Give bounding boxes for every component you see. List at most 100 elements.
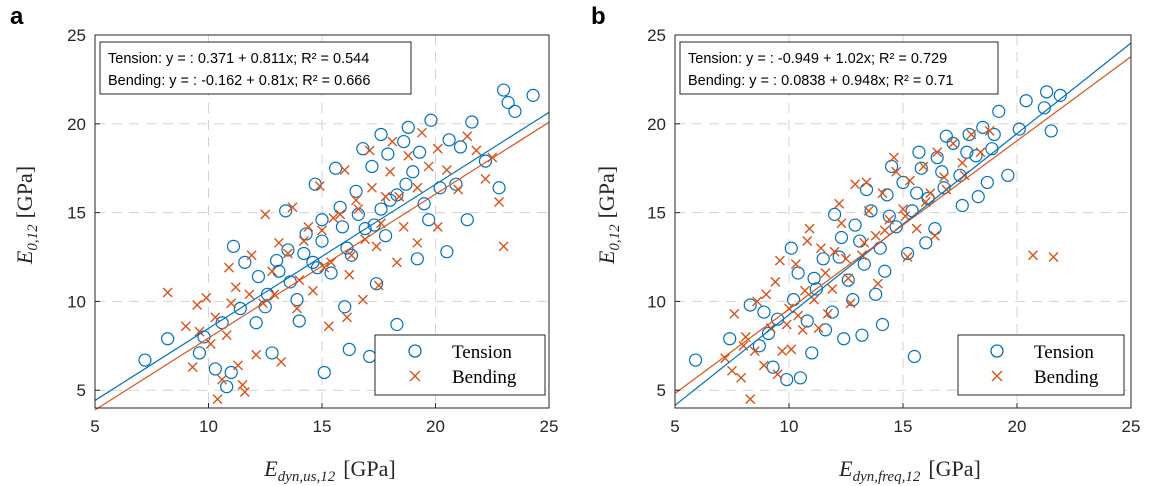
panel-a-legend: Tension Bending	[374, 334, 546, 396]
tension-point	[351, 207, 365, 221]
tension-point	[324, 266, 338, 280]
bending-point	[863, 205, 874, 216]
tension-point	[859, 182, 874, 197]
tension-point	[349, 184, 363, 198]
bending-point	[180, 321, 191, 332]
tension-fit-line	[94, 111, 550, 401]
bending-point	[902, 252, 913, 263]
tension-point	[793, 371, 808, 385]
bending-point	[920, 196, 931, 207]
tension-point	[335, 220, 350, 234]
panel-b-x-axis-label: Edyn,freq,12 [GPa]	[838, 456, 981, 485]
tension-point	[809, 282, 823, 296]
bending-point	[966, 129, 977, 140]
panel-b-annotation-box: Tension: y = : -0.949 + 1.02x; R² = 0.72…	[679, 41, 999, 95]
bending-point	[861, 177, 872, 188]
bending-point	[385, 166, 396, 177]
tension-point	[846, 293, 860, 307]
panel-a-y-label-sub: 0,12	[25, 224, 41, 251]
bending-point	[957, 157, 968, 168]
bending-point	[809, 294, 820, 305]
tension-fit-line	[674, 42, 1132, 406]
tension-point	[233, 301, 247, 316]
tension-point	[761, 326, 776, 340]
bending-point	[471, 145, 482, 156]
bending-point	[904, 175, 915, 186]
tension-point	[907, 349, 922, 364]
x-tick-label: 10	[780, 417, 799, 436]
bending-point	[298, 236, 309, 247]
tension-point	[265, 346, 279, 360]
tension-point	[460, 213, 474, 227]
bending-point	[323, 321, 334, 332]
bending-point	[781, 319, 792, 330]
bending-point	[727, 365, 737, 376]
bending-point	[740, 331, 751, 342]
bending-point	[192, 299, 203, 310]
tension-point	[784, 241, 798, 255]
panel-a-x-label-unit: [GPa]	[343, 456, 396, 481]
panel-a-annotation-bending: Bending: y = : -0.162 + 0.81x; R² = 0.66…	[108, 73, 370, 89]
bending-point	[845, 298, 856, 309]
tension-point	[465, 115, 479, 129]
panel-b-legend-bending-label: Bending	[1034, 367, 1099, 388]
bending-point	[1027, 250, 1038, 261]
bending-point	[720, 353, 731, 364]
tension-point	[757, 305, 771, 319]
tension-point	[401, 120, 415, 134]
bending-point	[891, 166, 902, 177]
panel-b-y-axis-label: E0,12 [GPa]	[594, 166, 623, 265]
tension-point	[919, 236, 933, 250]
bending-point	[387, 136, 398, 147]
svg-text:E0,12[GPa]: E0,12 [GPa]	[594, 166, 623, 265]
tension-point	[340, 241, 354, 255]
tension-point	[315, 234, 329, 248]
tension-point	[226, 239, 241, 253]
tension-point	[344, 248, 359, 262]
panel-a-legend-bending-label: Bending	[452, 367, 517, 388]
tension-point	[853, 234, 867, 248]
bending-point	[398, 221, 409, 232]
tension-point	[417, 197, 431, 211]
bending-point	[884, 214, 895, 225]
panel-a-annotation-tension: Tension: y = : 0.371 + 0.811x; R² = 0.54…	[108, 51, 369, 67]
panel-b-fit-lines	[674, 42, 1132, 406]
tension-point	[220, 380, 234, 394]
panel-b-x-label-main: E	[838, 456, 853, 481]
tension-point	[363, 349, 377, 364]
bending-point	[749, 346, 760, 357]
tension-point	[816, 252, 830, 266]
bending-point	[366, 182, 377, 193]
bending-point	[836, 218, 847, 229]
bending-point	[498, 241, 509, 252]
bending-fit-line	[94, 121, 550, 411]
tension-point	[292, 314, 306, 328]
bending-point	[239, 387, 250, 398]
bending-point	[462, 131, 473, 142]
tension-point	[1001, 168, 1015, 182]
tension-point	[1019, 94, 1033, 108]
bending-point	[314, 180, 325, 191]
bending-point	[403, 150, 414, 161]
tension-point	[837, 332, 851, 346]
bending-point	[353, 204, 364, 215]
bending-point	[772, 369, 783, 380]
bending-point	[827, 284, 838, 294]
x-tick-label: 25	[540, 417, 559, 436]
bending-point	[822, 308, 833, 319]
tension-point	[249, 316, 263, 330]
bending-point	[745, 394, 756, 405]
tension-point	[1012, 122, 1026, 136]
tension-point	[969, 149, 983, 163]
tension-point	[251, 269, 266, 284]
bending-point	[761, 289, 772, 300]
bending-point	[223, 262, 234, 273]
tension-point	[882, 209, 896, 223]
panel-a-y-label-main: E	[12, 250, 37, 265]
tension-point	[342, 342, 356, 356]
bending-point	[373, 280, 384, 291]
panel-a-legend-tension-marker	[408, 344, 422, 358]
y-tick-label: 25	[647, 26, 666, 45]
panel-b-legend-tension-label: Tension	[1034, 342, 1094, 363]
